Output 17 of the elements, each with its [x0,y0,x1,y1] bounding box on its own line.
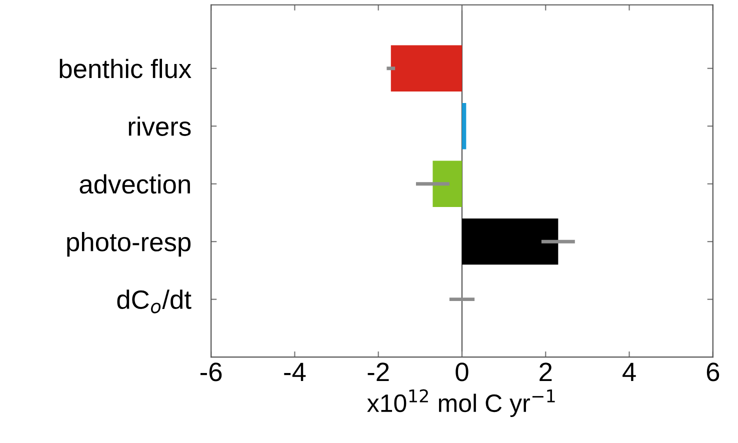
bar [390,45,462,92]
x-tick-label: -2 [368,362,389,382]
x-tick-label: -6 [200,362,222,382]
bar [432,160,462,207]
y-tick-label: photo-resp [67,232,191,257]
x-axis-title: x10$^{12}$ mol C yr$^{−1}$ [367,389,555,418]
y-tick-label: benthic flux [60,58,192,78]
y-tick-label: advection [80,174,190,194]
x-tick-label: -4 [284,362,306,382]
bar [462,103,466,150]
bar [462,218,558,265]
x-tick-label: 0 [456,362,468,382]
y-tick-label: rivers [128,116,191,136]
x-tick-label: 2 [540,362,552,382]
y-tick-label: dC$_{o}$/dt [117,290,192,314]
x-tick-label: 6 [706,362,720,382]
x-tick-label: 4 [622,362,636,382]
